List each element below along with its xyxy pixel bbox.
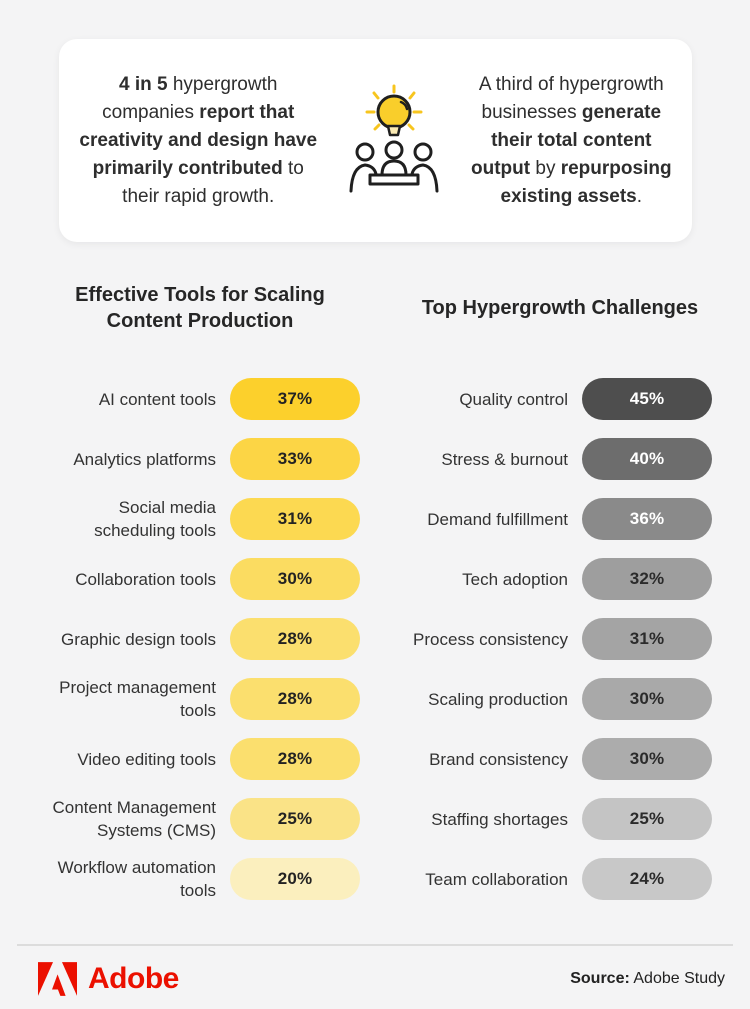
bar-value: 25% [629, 809, 665, 828]
bar-pill: 31% [230, 498, 360, 540]
bar-label: Tech adoption [462, 569, 568, 589]
bar-pill: 32% [582, 558, 712, 600]
bar-pill: 45% [582, 378, 712, 420]
chart-row: Project management tools 28% [40, 669, 360, 729]
chart-row: Video editing tools 28% [40, 729, 360, 789]
bar-value: 30% [629, 749, 665, 768]
bar-label: Video editing tools [77, 749, 216, 769]
bar-label: Process consistency [413, 629, 568, 649]
chart-title-tools: Effective Tools for Scaling Content Produ… [75, 284, 325, 332]
adobe-logo: Adobe [38, 962, 179, 996]
bar-label: Project management tools [59, 678, 216, 720]
bar-value: 20% [277, 869, 313, 888]
bar-value: 30% [629, 689, 665, 708]
bar-label: Demand fulfillment [427, 509, 568, 529]
bar-pill: 30% [582, 738, 712, 780]
bar-label: Social media scheduling tools [94, 498, 216, 540]
bar-label: Stress & burnout [441, 449, 568, 469]
chart-row: Staffing shortages 25% [408, 789, 712, 849]
bar-label: Brand consistency [429, 749, 568, 769]
chart-rows-tools: AI content tools 37% Analytics platforms 33… [40, 369, 360, 909]
chart-row: Brand consistency 30% [408, 729, 712, 789]
chart-row: Collaboration tools 30% [40, 549, 360, 609]
chart-row: Process consistency 31% [408, 609, 712, 669]
bar-value: 37% [277, 389, 313, 408]
bar-pill: 31% [582, 618, 712, 660]
bar-label: Graphic design tools [61, 629, 216, 649]
bar-label: Staffing shortages [431, 809, 568, 829]
chart-row: Content Management Systems (CMS) 25% [40, 789, 360, 849]
chart-row: Stress & burnout 40% [408, 429, 712, 489]
lightbulb-team-icon [341, 83, 447, 199]
bar-pill: 30% [230, 558, 360, 600]
adobe-logo-icon [38, 962, 77, 996]
stat-card: 4 in 5 hypergrowth companies report that c… [59, 39, 692, 242]
chart-row: Social media scheduling tools 31% [40, 489, 360, 549]
chart-challenges: Top Hypergrowth Challenges Quality contr… [408, 282, 712, 909]
source-text: Source: Adobe Study [570, 970, 725, 988]
lightbulb-icon [376, 94, 412, 136]
bar-pill: 28% [230, 738, 360, 780]
chart-title-challenges: Top Hypergrowth Challenges [421, 297, 699, 319]
left-stat-text: 4 in 5 hypergrowth companies report that c… [79, 73, 318, 207]
source-value: Adobe Study [629, 970, 725, 987]
bar-pill: 25% [230, 798, 360, 840]
bar-label: AI content tools [98, 389, 216, 409]
bar-label: Analytics platforms [73, 449, 216, 469]
bar-label: Scaling production [428, 689, 568, 709]
bar-value: 40% [629, 449, 665, 468]
bar-label: Quality control [459, 389, 568, 409]
bar-pill: 40% [582, 438, 712, 480]
bar-pill: 20% [230, 858, 360, 900]
bar-pill: 25% [582, 798, 712, 840]
chart-row: Demand fulfillment 36% [408, 489, 712, 549]
bar-value: 31% [277, 509, 313, 528]
bar-value: 45% [629, 389, 665, 408]
bar-value: 28% [277, 749, 313, 768]
bar-value: 30% [277, 569, 313, 588]
chart-tools: Effective Tools for Scaling Content Produ… [40, 282, 360, 909]
chart-row: Tech adoption 32% [408, 549, 712, 609]
bar-label: Team collaboration [425, 869, 568, 889]
bar-pill: 36% [582, 498, 712, 540]
chart-row: Team collaboration 24% [408, 849, 712, 909]
stat-card-content: 4 in 5 hypergrowth companies report that c… [61, 71, 689, 211]
chart-row: Graphic design tools 28% [40, 609, 360, 669]
bar-value: 31% [629, 629, 665, 648]
bar-pill: 37% [230, 378, 360, 420]
bar-value: 28% [277, 629, 313, 648]
charts-section: Effective Tools for Scaling Content Produ… [40, 282, 712, 909]
footer-divider [17, 944, 733, 946]
adobe-wordmark: Adobe [88, 962, 179, 995]
bar-pill: 28% [230, 678, 360, 720]
bar-pill: 33% [230, 438, 360, 480]
lightbulb-rays-icon [365, 84, 423, 130]
footer: Adobe Source: Adobe Study [38, 956, 725, 1002]
bar-value: 36% [629, 509, 665, 528]
bar-pill: 28% [230, 618, 360, 660]
chart-rows-challenges: Quality control 45% Stress & burnout 40% Dem… [408, 369, 712, 909]
bar-value: 24% [629, 869, 665, 888]
chart-row: AI content tools 37% [40, 369, 360, 429]
chart-row: Workflow automation tools 20% [40, 849, 360, 909]
source-label: Source: [570, 970, 630, 987]
right-stat-text: A third of hypergrowth businesses generat… [471, 73, 672, 207]
bar-label: Collaboration tools [75, 569, 216, 589]
bar-label: Workflow automation tools [57, 858, 216, 900]
chart-row: Quality control 45% [408, 369, 712, 429]
bar-value: 28% [277, 689, 313, 708]
bar-value: 33% [277, 449, 313, 468]
team-meeting-icon [349, 140, 439, 192]
bar-value: 32% [629, 569, 665, 588]
bar-pill: 24% [582, 858, 712, 900]
bar-label: Content Management Systems (CMS) [52, 798, 217, 840]
bar-pill: 30% [582, 678, 712, 720]
chart-row: Analytics platforms 33% [40, 429, 360, 489]
chart-row: Scaling production 30% [408, 669, 712, 729]
bar-value: 25% [277, 809, 313, 828]
